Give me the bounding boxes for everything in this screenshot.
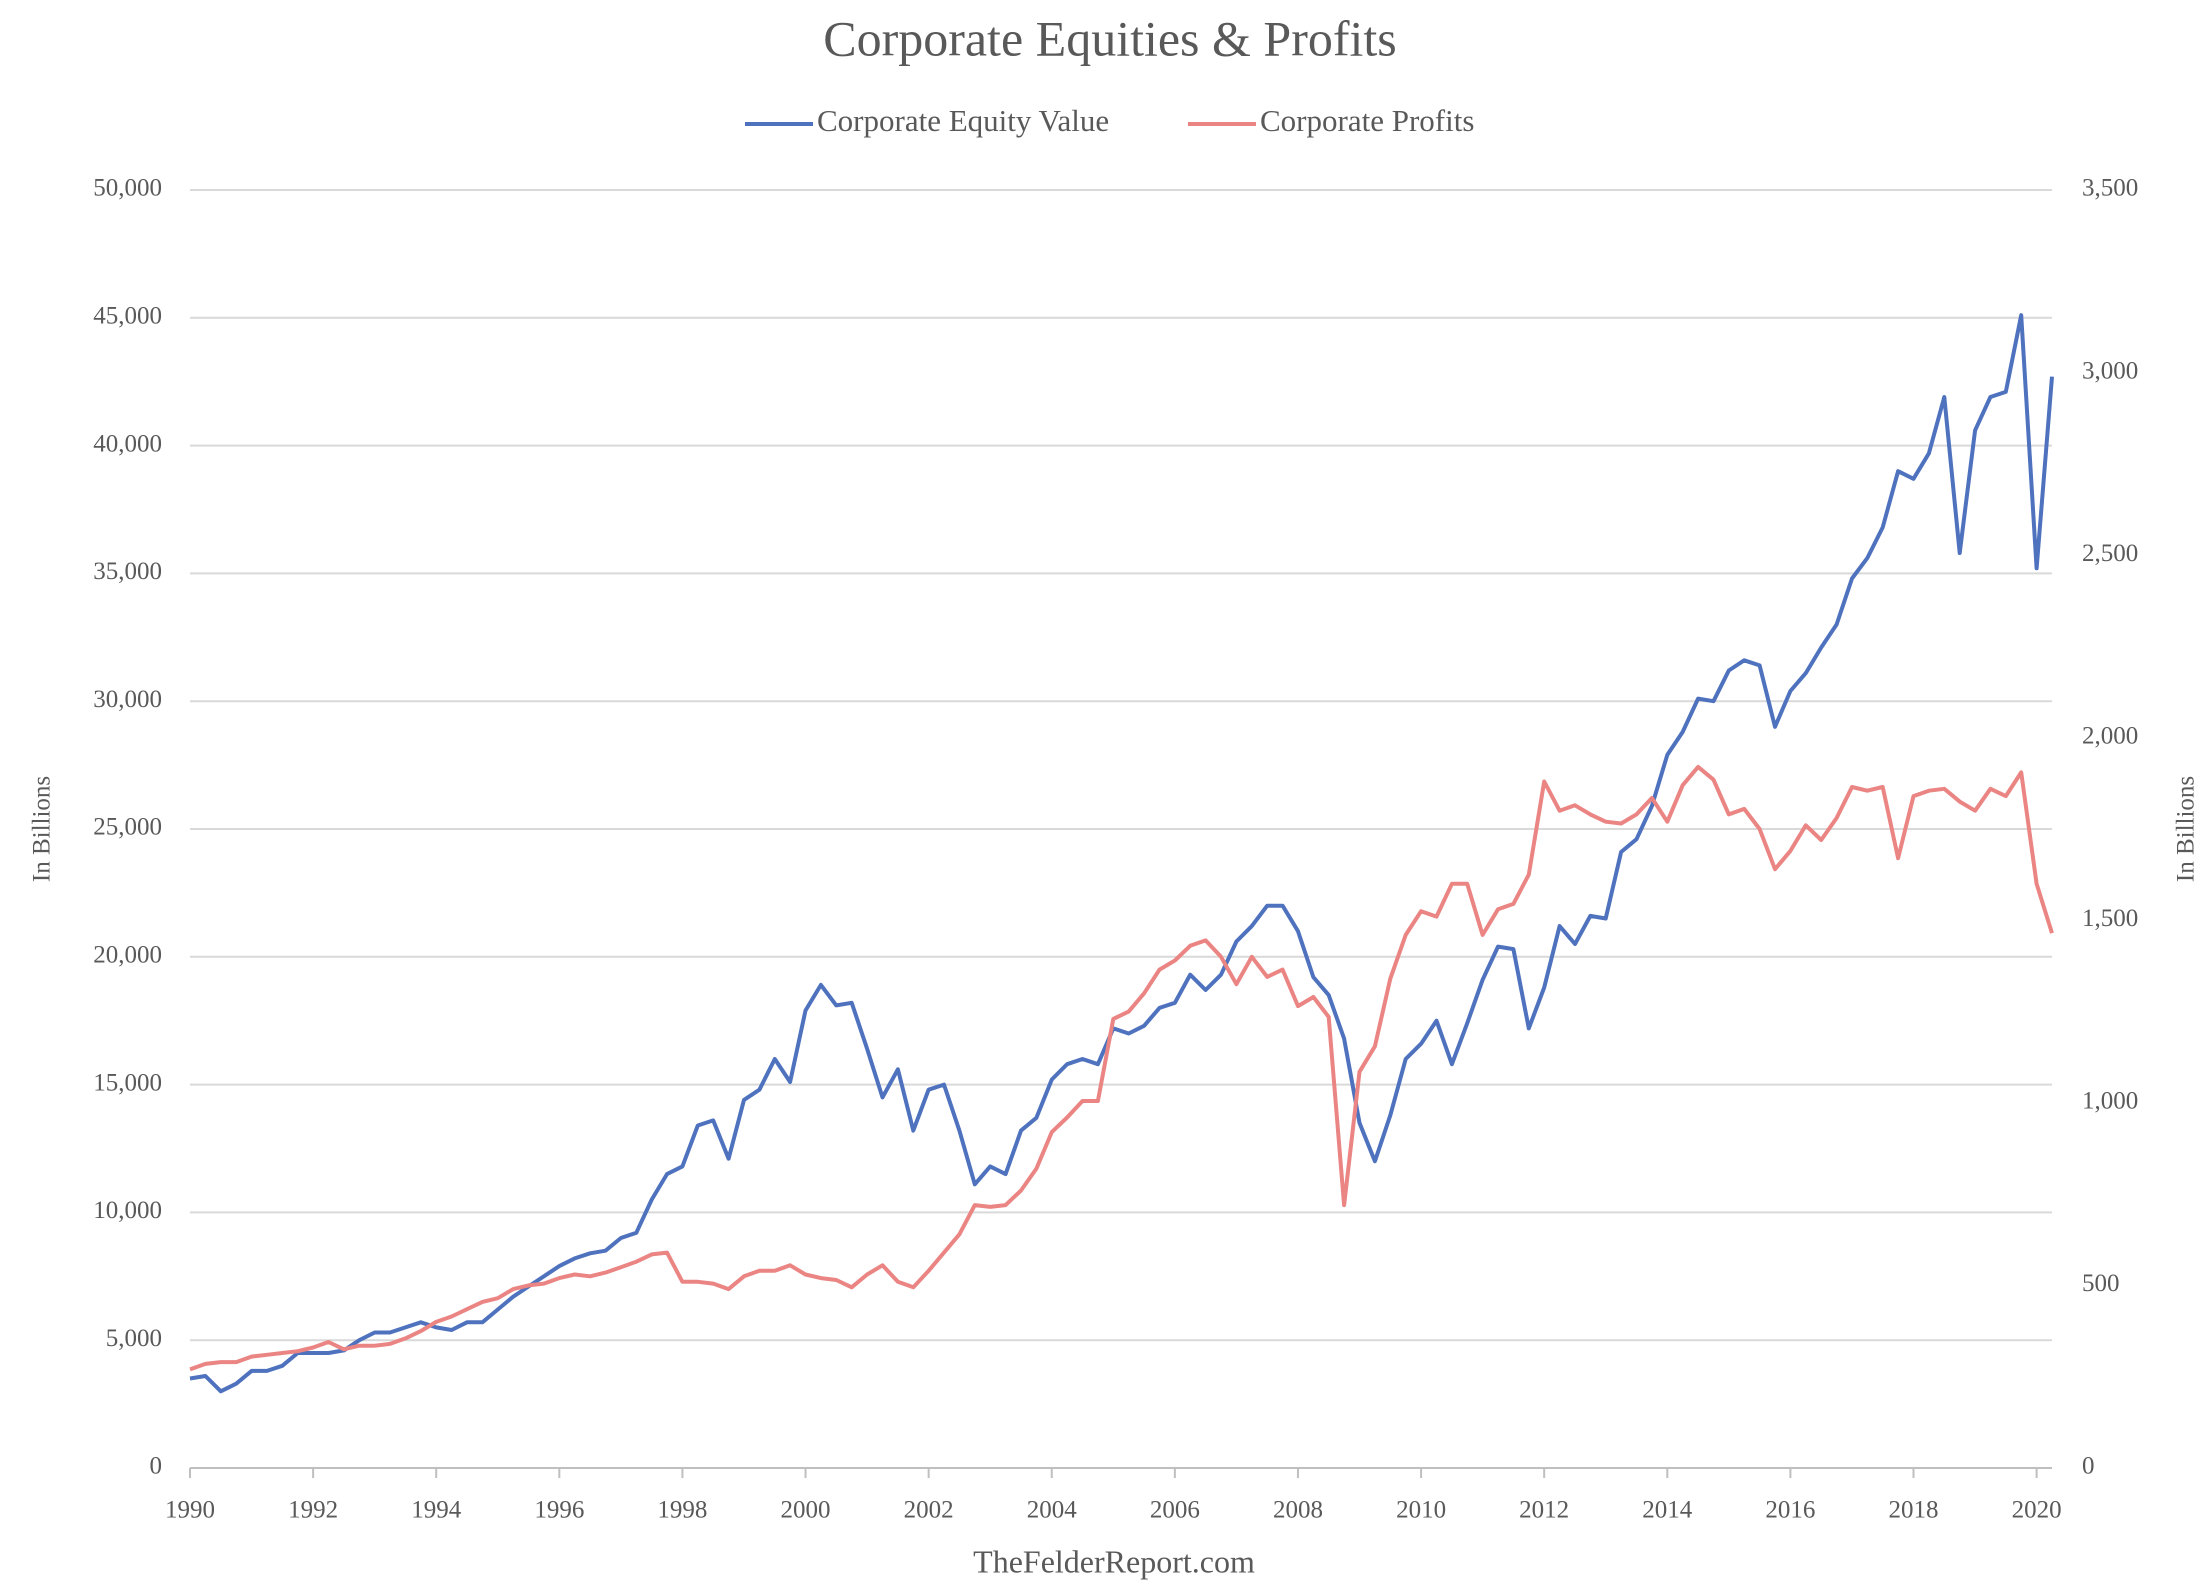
- x-tick-label: 1996: [534, 1497, 584, 1524]
- y-tick-label: 35,000: [93, 558, 162, 585]
- x-tick-label: 2014: [1642, 1497, 1693, 1524]
- x-tick-label: 2008: [1273, 1497, 1323, 1524]
- legend-label: Corporate Profits: [1260, 103, 1474, 138]
- y-tick-label: 5,000: [106, 1325, 162, 1352]
- x-tick-label: 1998: [657, 1497, 707, 1524]
- x-tick-label: 2000: [781, 1497, 831, 1524]
- series-line: [189, 313, 2054, 1394]
- y-tick-label: 30,000: [93, 686, 162, 713]
- x-tick-label: 2012: [1519, 1497, 1569, 1524]
- y-tick-label: 0: [150, 1453, 163, 1480]
- y2-tick-label: 500: [2082, 1270, 2120, 1297]
- y2-tick-label: 3,000: [2082, 357, 2138, 384]
- y-axis-title: In Billions: [29, 776, 56, 882]
- y2-tick-label: 1,500: [2082, 905, 2138, 932]
- y-tick-label: 40,000: [93, 430, 162, 457]
- x-tick-label: 2004: [1027, 1497, 1078, 1524]
- x-tick-label: 2002: [904, 1497, 954, 1524]
- y-tick-label: 10,000: [93, 1197, 162, 1224]
- x-tick-label: 2020: [2012, 1497, 2062, 1524]
- x-tick-label: 1990: [165, 1497, 215, 1524]
- x-tick-label: 2006: [1150, 1497, 1200, 1524]
- x-tick-label: 1994: [411, 1497, 462, 1524]
- y-tick-label: 50,000: [93, 175, 162, 202]
- x-tick-label: 2016: [1765, 1497, 1815, 1524]
- y2-axis-title: In Billions: [2173, 776, 2200, 882]
- y2-tick-label: 2,000: [2082, 722, 2138, 749]
- y2-tick-label: 0: [2082, 1453, 2095, 1480]
- chart-title: Corporate Equities & Profits: [823, 10, 1397, 66]
- legend-label: Corporate Equity Value: [817, 103, 1109, 138]
- x-tick-label: 1992: [288, 1497, 338, 1524]
- x-tick-label: 2010: [1396, 1497, 1446, 1524]
- source: TheFelderReport.com: [973, 1543, 1255, 1579]
- y2-tick-label: 3,500: [2082, 175, 2138, 202]
- x-tick-label: 2018: [1889, 1497, 1939, 1524]
- y-tick-label: 20,000: [93, 942, 162, 969]
- y2-tick-label: 1,000: [2082, 1088, 2138, 1115]
- y-tick-label: 15,000: [93, 1069, 162, 1096]
- y2-tick-label: 2,500: [2082, 540, 2138, 567]
- y-tick-label: 45,000: [93, 303, 162, 330]
- y-tick-label: 25,000: [93, 814, 162, 841]
- series-line: [189, 764, 2054, 1372]
